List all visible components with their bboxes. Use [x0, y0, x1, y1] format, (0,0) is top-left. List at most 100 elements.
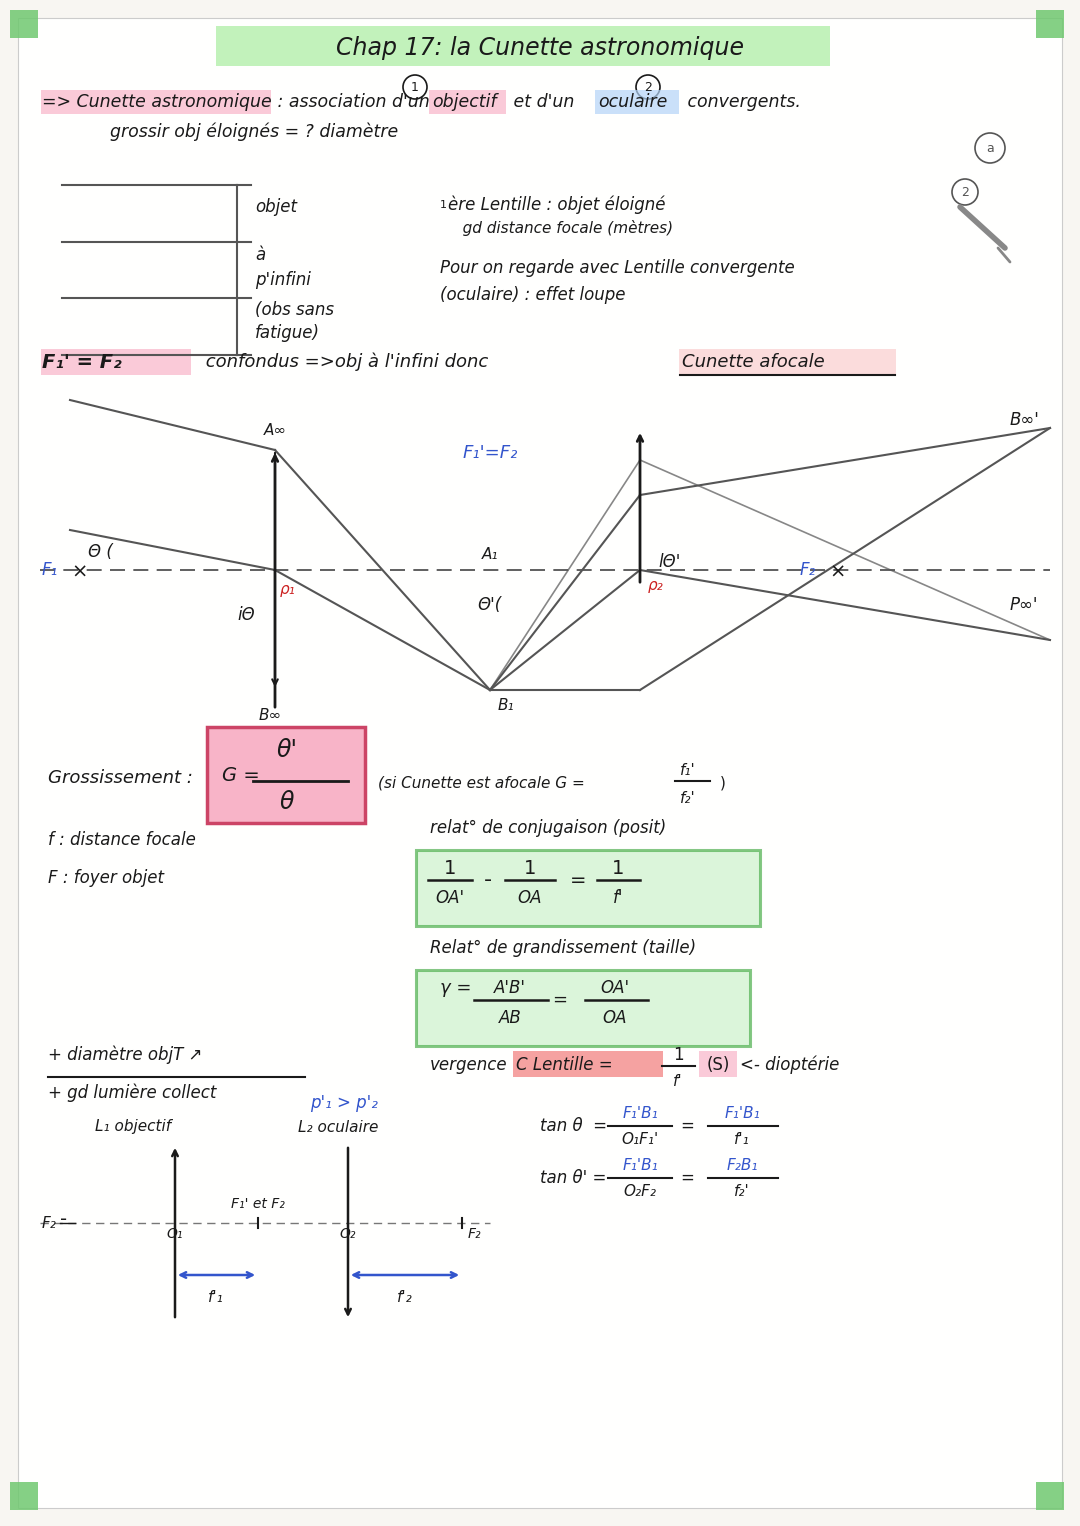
Text: =: =: [680, 1117, 693, 1135]
Text: 1: 1: [444, 859, 456, 877]
Text: ère Lentille : objet éloigné: ère Lentille : objet éloigné: [448, 195, 665, 214]
Text: objet: objet: [255, 198, 297, 217]
Circle shape: [636, 75, 660, 99]
Text: Θ'(: Θ'(: [477, 597, 502, 613]
Text: a: a: [986, 142, 994, 154]
Text: p'₁ > p'₂: p'₁ > p'₂: [310, 1094, 378, 1112]
Text: Grossissement :: Grossissement :: [48, 769, 193, 787]
FancyBboxPatch shape: [595, 90, 679, 114]
Text: objectif: objectif: [432, 93, 497, 111]
Text: f'₁: f'₁: [208, 1289, 224, 1305]
Text: + diamètre objT ↗: + diamètre objT ↗: [48, 1045, 202, 1064]
Text: fatigue): fatigue): [255, 324, 320, 342]
Text: Θ (: Θ (: [87, 543, 113, 562]
Text: G =: G =: [222, 766, 260, 784]
Text: à: à: [255, 246, 266, 264]
Text: B₁: B₁: [498, 697, 515, 713]
Text: =: =: [680, 1169, 693, 1187]
Text: F₂: F₂: [468, 1227, 482, 1241]
Text: : association d'un: : association d'un: [272, 93, 430, 111]
FancyBboxPatch shape: [429, 90, 507, 114]
FancyBboxPatch shape: [10, 1482, 38, 1511]
FancyBboxPatch shape: [416, 971, 750, 1045]
Text: F₂B₁: F₂B₁: [726, 1158, 758, 1173]
Text: ρ₁: ρ₁: [280, 581, 296, 597]
Text: -: -: [60, 1210, 67, 1228]
Text: 1: 1: [673, 1045, 684, 1064]
Text: tan θ  =: tan θ =: [540, 1117, 607, 1135]
Text: f₂': f₂': [680, 790, 696, 806]
Text: f₂': f₂': [734, 1184, 750, 1199]
Text: tan θ' =: tan θ' =: [540, 1169, 606, 1187]
FancyBboxPatch shape: [416, 850, 760, 926]
Text: O₁: O₁: [166, 1227, 184, 1241]
Text: + gd lumière collect: + gd lumière collect: [48, 1083, 216, 1102]
Text: Cunette afocale: Cunette afocale: [681, 353, 825, 371]
Circle shape: [951, 179, 978, 204]
Text: F₁: F₁: [42, 562, 58, 578]
Text: ×: ×: [71, 563, 89, 581]
Circle shape: [975, 133, 1005, 163]
Text: F₁'B₁: F₁'B₁: [622, 1158, 658, 1173]
Text: OA: OA: [603, 1009, 627, 1027]
Text: F₁' = F₂: F₁' = F₂: [42, 353, 122, 371]
Text: ): ): [720, 775, 726, 790]
Text: 1: 1: [611, 859, 624, 877]
FancyBboxPatch shape: [10, 11, 38, 38]
Text: Chap 17: la Cunette astronomique: Chap 17: la Cunette astronomique: [336, 37, 744, 60]
Text: Relat° de grandissement (taille): Relat° de grandissement (taille): [430, 938, 697, 957]
FancyBboxPatch shape: [207, 726, 365, 823]
FancyBboxPatch shape: [513, 1051, 663, 1077]
Text: f': f': [673, 1073, 683, 1088]
Text: F₁' et F₂: F₁' et F₂: [231, 1196, 285, 1212]
Text: F₁'B₁: F₁'B₁: [724, 1106, 760, 1122]
Text: 2: 2: [961, 186, 969, 198]
Text: et d'un: et d'un: [508, 93, 575, 111]
Text: (si Cunette est afocale G =: (si Cunette est afocale G =: [378, 775, 584, 790]
Text: grossir obj éloignés = ? diamètre: grossir obj éloignés = ? diamètre: [110, 122, 399, 142]
Text: confondus =>obj à l'infini donc: confondus =>obj à l'infini donc: [200, 353, 488, 371]
Text: 2: 2: [644, 81, 652, 93]
Text: L₁ objectif: L₁ objectif: [95, 1120, 171, 1134]
Text: O₂: O₂: [340, 1227, 356, 1241]
FancyBboxPatch shape: [41, 349, 191, 375]
FancyBboxPatch shape: [1036, 11, 1064, 38]
Text: oculaire: oculaire: [598, 93, 667, 111]
Text: P∞': P∞': [1010, 597, 1039, 613]
Text: A'B': A'B': [494, 980, 526, 996]
FancyBboxPatch shape: [18, 18, 1062, 1508]
Text: vergence: vergence: [430, 1056, 508, 1074]
Text: 1: 1: [440, 200, 447, 211]
Text: γ =: γ =: [440, 980, 472, 996]
Text: => Cunette astronomique: => Cunette astronomique: [42, 93, 272, 111]
Text: B∞': B∞': [1010, 410, 1040, 429]
Text: O₂F₂: O₂F₂: [623, 1184, 657, 1199]
FancyBboxPatch shape: [699, 1051, 737, 1077]
Text: f': f': [612, 890, 623, 906]
Text: ×: ×: [829, 563, 847, 581]
Text: OA: OA: [517, 890, 542, 906]
Text: p'infini: p'infini: [255, 272, 311, 288]
Text: OA': OA': [600, 980, 630, 996]
Text: F₂: F₂: [42, 1216, 57, 1230]
Text: ρ₂: ρ₂: [648, 578, 664, 594]
Text: convergents.: convergents.: [681, 93, 801, 111]
FancyBboxPatch shape: [41, 90, 271, 114]
Text: 1: 1: [524, 859, 536, 877]
Text: F₁'=F₂: F₁'=F₂: [462, 444, 517, 462]
Text: θ': θ': [276, 739, 297, 761]
Text: =: =: [570, 870, 586, 890]
Text: OA': OA': [435, 890, 464, 906]
Text: θ: θ: [280, 790, 294, 813]
Text: lΘ': lΘ': [658, 552, 680, 571]
Text: (S): (S): [706, 1056, 730, 1074]
Text: relat° de conjugaison (posit): relat° de conjugaison (posit): [430, 819, 666, 836]
Text: f : distance focale: f : distance focale: [48, 832, 195, 848]
Text: C Lentille =: C Lentille =: [516, 1056, 612, 1074]
Text: <- dioptérie: <- dioptérie: [740, 1056, 839, 1074]
Text: A₁: A₁: [482, 546, 498, 562]
Text: -: -: [484, 870, 492, 890]
Circle shape: [403, 75, 427, 99]
Text: 1: 1: [411, 81, 419, 93]
Text: f₁': f₁': [680, 763, 696, 778]
